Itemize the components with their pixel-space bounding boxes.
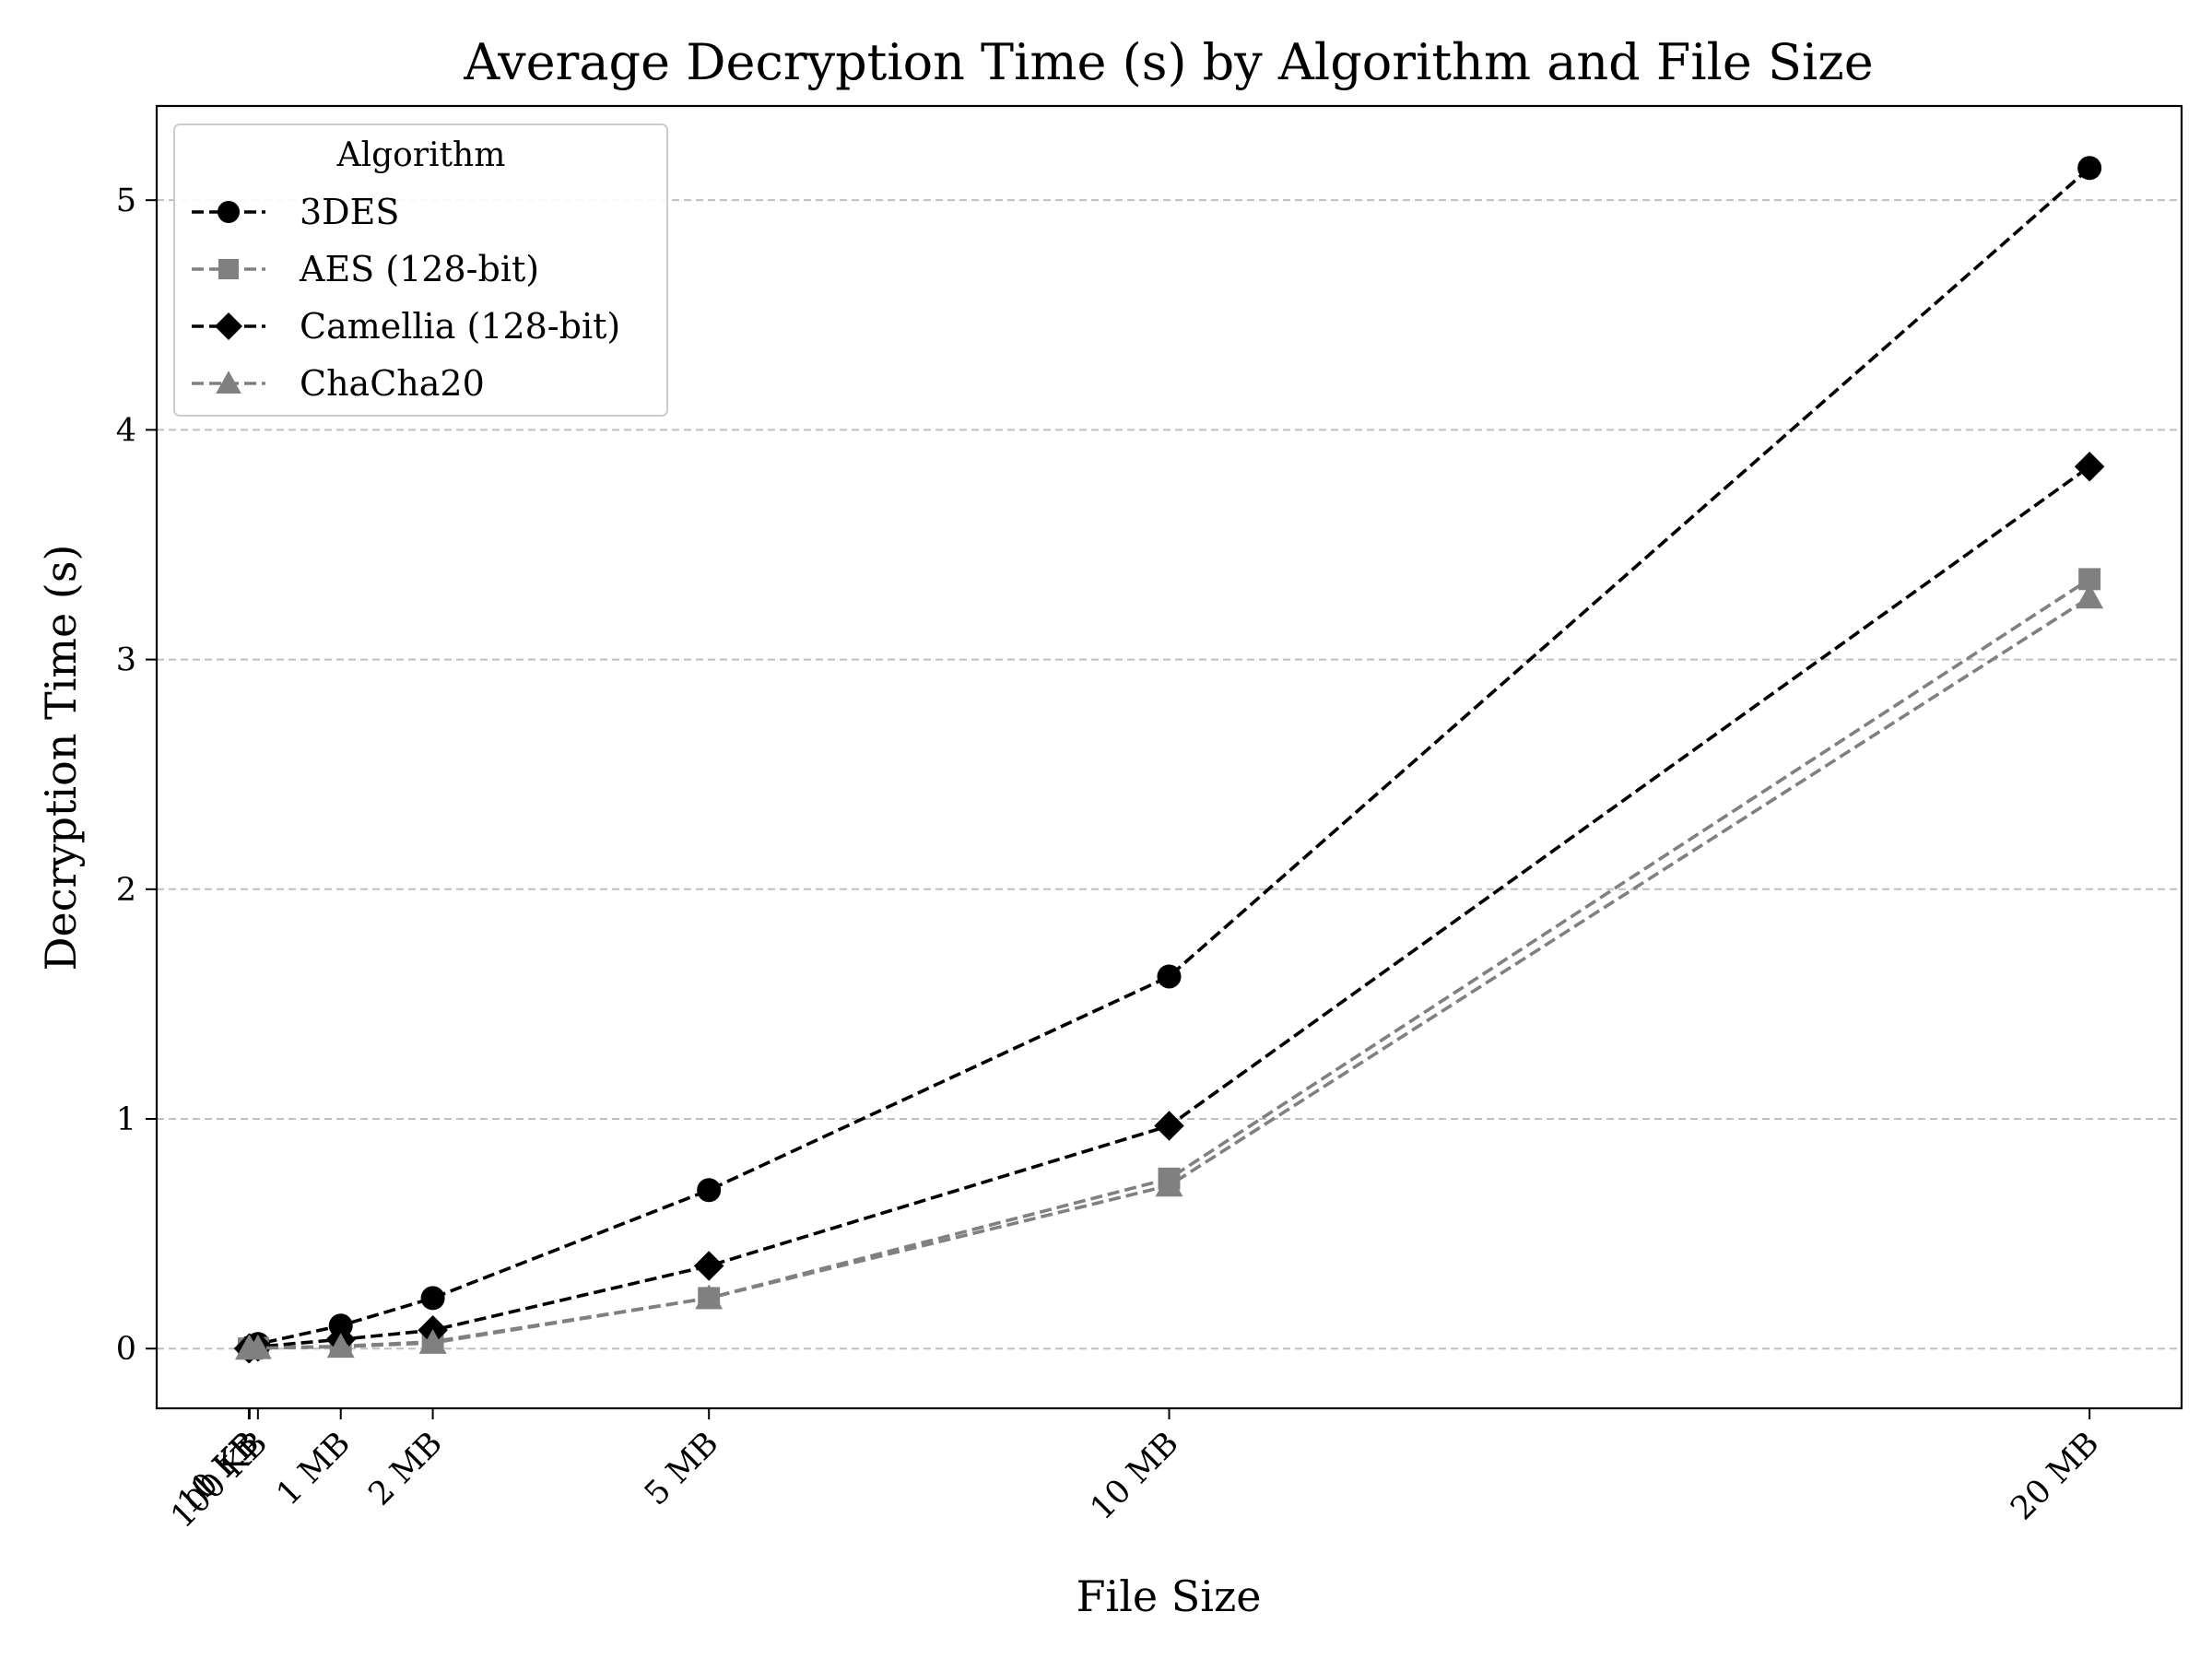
chart-title: Average Decryption Time (s) by Algorithm…	[463, 33, 1873, 91]
legend-label: AES (128-bit)	[299, 249, 539, 289]
data-point	[326, 1333, 355, 1359]
y-tick-label: 1	[116, 1101, 136, 1138]
legend-entries: 3DES AES (128-bit) Camellia (128-bit) ChaCh…	[192, 192, 620, 404]
y-tick-label: 5	[116, 182, 136, 219]
data-point	[420, 1286, 445, 1311]
y-tick-label: 4	[116, 412, 136, 449]
data-point	[2076, 583, 2104, 609]
y-tick-label: 2	[116, 872, 136, 909]
data-point	[243, 1334, 272, 1359]
data-point	[1154, 1111, 1184, 1141]
x-axis-label: File Size	[1077, 1571, 1262, 1621]
legend-marker	[218, 201, 240, 223]
data-point	[697, 1178, 722, 1203]
data-point	[2078, 568, 2101, 591]
series-chacha20	[235, 583, 2104, 1360]
legend-entry: ChaCha20	[192, 363, 485, 404]
y-axis-label: Decryption Time (s)	[36, 545, 86, 971]
data-point	[693, 1251, 724, 1281]
legend-title: Algorithm	[336, 136, 506, 174]
y-tick-label: 3	[116, 642, 136, 679]
y-tick-label: 0	[116, 1331, 136, 1368]
legend-marker	[215, 312, 242, 340]
legend-frame	[173, 124, 668, 417]
legend-marker	[218, 258, 240, 280]
legend-marker	[216, 371, 241, 394]
data-point	[418, 1329, 447, 1354]
data-point	[2074, 452, 2105, 482]
legend-entry: Camellia (128-bit)	[192, 306, 620, 347]
y-axis: 0 1 2 3 4 5	[116, 182, 157, 1368]
legend: Algorithm 3DES AES (128-bit) Camellia (128…	[173, 124, 668, 417]
legend-label: 3DES	[300, 192, 399, 232]
legend-entry: AES (128-bit)	[192, 249, 539, 289]
data-point	[1157, 964, 1182, 989]
data-point	[2077, 156, 2102, 181]
series-layer	[233, 156, 2105, 1364]
data-point	[1155, 1171, 1183, 1197]
data-point	[695, 1284, 724, 1310]
legend-label: ChaCha20	[300, 363, 485, 404]
legend-label: Camellia (128-bit)	[300, 306, 620, 347]
legend-entry: 3DES	[192, 192, 399, 232]
